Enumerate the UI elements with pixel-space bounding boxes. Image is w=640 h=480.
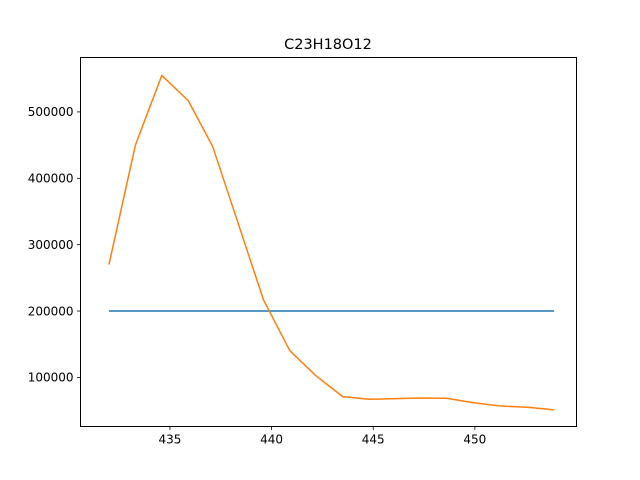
x-tick-label: 450 [463, 433, 486, 447]
x-tick-label: 435 [158, 433, 181, 447]
series-layer [108, 74, 555, 411]
chart-title: C23H18O12 [284, 37, 372, 53]
x-tick-label: 440 [260, 433, 283, 447]
x-axis: 435 440 445 450 [158, 426, 486, 447]
x-tick-label: 445 [362, 433, 385, 447]
y-tick-label: 300000 [28, 238, 74, 252]
y-tick-label: 500000 [28, 105, 74, 119]
y-axis: 100000 200000 300000 400000 500000 [28, 105, 81, 385]
y-tick-label: 400000 [28, 172, 74, 186]
plot-frame [80, 57, 577, 427]
y-tick-label: 100000 [28, 371, 74, 385]
series-line-2 [108, 74, 555, 411]
y-tick-label: 200000 [28, 304, 74, 318]
